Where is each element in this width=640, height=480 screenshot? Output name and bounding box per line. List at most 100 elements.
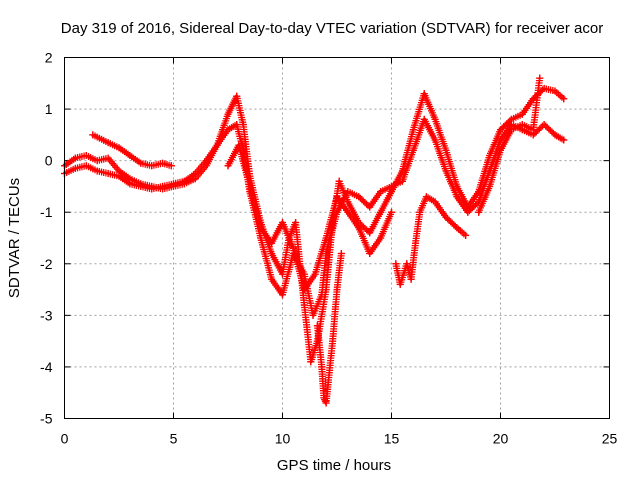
data-point [311,270,319,278]
data-point [475,188,483,196]
data-point [202,157,210,165]
data-point [126,151,134,159]
data-point [392,260,400,268]
chart-title: Day 319 of 2016, Sidereal Day-to-day VTE… [61,20,603,37]
data-point [180,177,188,185]
plot-frame [64,57,610,419]
data-point [292,219,300,227]
data-point [115,144,123,152]
data-point [420,115,428,123]
data-point [388,182,395,190]
data-point [324,378,332,386]
data-point [213,141,221,149]
data-point [475,208,483,216]
series-track-f [224,141,395,294]
x-tick-label: 0 [61,431,69,447]
data-point [366,203,374,211]
data-point [309,311,317,319]
data-point [409,146,417,154]
data-point [320,394,328,402]
y-tick-label: 0 [45,153,53,169]
data-point [307,358,315,366]
data-point [497,126,504,134]
y-tick-label: 1 [45,101,53,117]
data-point [355,193,363,201]
data-point [398,167,406,175]
data-point [104,139,112,147]
x-tick-label: 15 [384,431,400,447]
data-point [82,162,90,170]
grid-lines [64,57,610,419]
data-point [318,363,326,371]
data-point [148,162,156,170]
data-point [115,172,123,180]
data-point [159,182,167,190]
data-point [224,126,232,134]
data-point [540,121,548,129]
data-point [411,239,419,247]
data-point [89,131,97,139]
data-point [409,126,417,134]
data-point [224,162,232,170]
data-point [403,260,411,268]
data-point [170,180,177,188]
data-point [233,92,241,100]
data-point [560,95,568,103]
data-point [93,157,101,165]
data-point [337,249,345,257]
data-point [318,291,326,299]
data-point [518,121,526,129]
data-point [560,136,568,144]
data-point [322,399,330,407]
data-point [300,286,308,294]
series-markers [61,84,568,366]
data-point [224,110,232,118]
x-tick-label: 10 [275,431,291,447]
data-point [104,154,112,162]
series-track-a [61,84,568,366]
data-point [289,244,297,252]
series-markers [392,193,470,288]
series-track-e [392,193,470,288]
series-track-g [475,74,544,216]
data-point [333,286,341,294]
data-point [377,188,385,196]
data-point [551,131,559,139]
data-point [126,180,134,188]
data-point [486,182,494,190]
data-point [191,170,199,178]
data-point [257,224,265,232]
data-point [518,110,526,118]
y-tick-label: -2 [40,256,53,272]
axis-ticks [64,57,610,419]
series-track-d [313,249,345,407]
data-point [355,224,363,232]
data-point [442,167,450,175]
data-point [398,177,406,185]
data-point [529,95,537,103]
data-point [279,219,286,227]
data-series [61,74,568,407]
data-point [82,151,90,159]
data-point [233,121,241,129]
data-point [407,275,415,283]
data-point [377,208,385,216]
y-axis-label: SDTVAR / TECUs [6,178,23,298]
data-point [300,301,308,309]
data-point [529,126,537,134]
data-point [366,249,374,257]
data-point [422,193,430,201]
data-point [366,229,374,237]
x-tick-label: 20 [493,431,509,447]
data-point [137,159,145,167]
data-point [442,146,450,154]
y-tick-label: -1 [40,204,53,220]
data-point [453,224,461,232]
data-point [551,87,559,95]
data-point [416,208,424,216]
data-point [420,90,428,98]
data-point [167,162,175,170]
data-point [442,213,450,221]
x-axis-label: GPS time / hours [277,457,391,474]
